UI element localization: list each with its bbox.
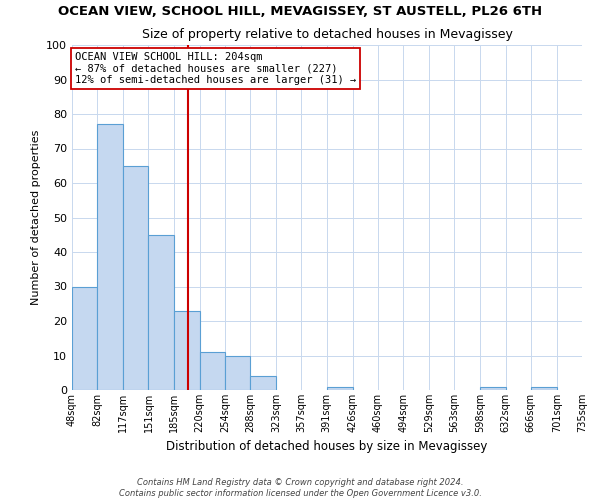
Bar bbox=[97, 124, 123, 390]
X-axis label: Distribution of detached houses by size in Mevagissey: Distribution of detached houses by size … bbox=[166, 440, 488, 454]
Text: OCEAN VIEW, SCHOOL HILL, MEVAGISSEY, ST AUSTELL, PL26 6TH: OCEAN VIEW, SCHOOL HILL, MEVAGISSEY, ST … bbox=[58, 5, 542, 18]
Y-axis label: Number of detached properties: Number of detached properties bbox=[31, 130, 41, 305]
Bar bbox=[123, 166, 148, 390]
Title: Size of property relative to detached houses in Mevagissey: Size of property relative to detached ho… bbox=[142, 28, 512, 41]
Text: Contains HM Land Registry data © Crown copyright and database right 2024.
Contai: Contains HM Land Registry data © Crown c… bbox=[119, 478, 481, 498]
Bar bbox=[72, 286, 97, 390]
Bar bbox=[531, 386, 557, 390]
Text: OCEAN VIEW SCHOOL HILL: 204sqm
← 87% of detached houses are smaller (227)
12% of: OCEAN VIEW SCHOOL HILL: 204sqm ← 87% of … bbox=[75, 52, 356, 85]
Bar bbox=[174, 310, 200, 390]
Bar bbox=[326, 386, 353, 390]
Bar bbox=[148, 235, 174, 390]
Bar bbox=[480, 386, 506, 390]
Bar bbox=[250, 376, 276, 390]
Bar bbox=[225, 356, 250, 390]
Bar bbox=[200, 352, 225, 390]
